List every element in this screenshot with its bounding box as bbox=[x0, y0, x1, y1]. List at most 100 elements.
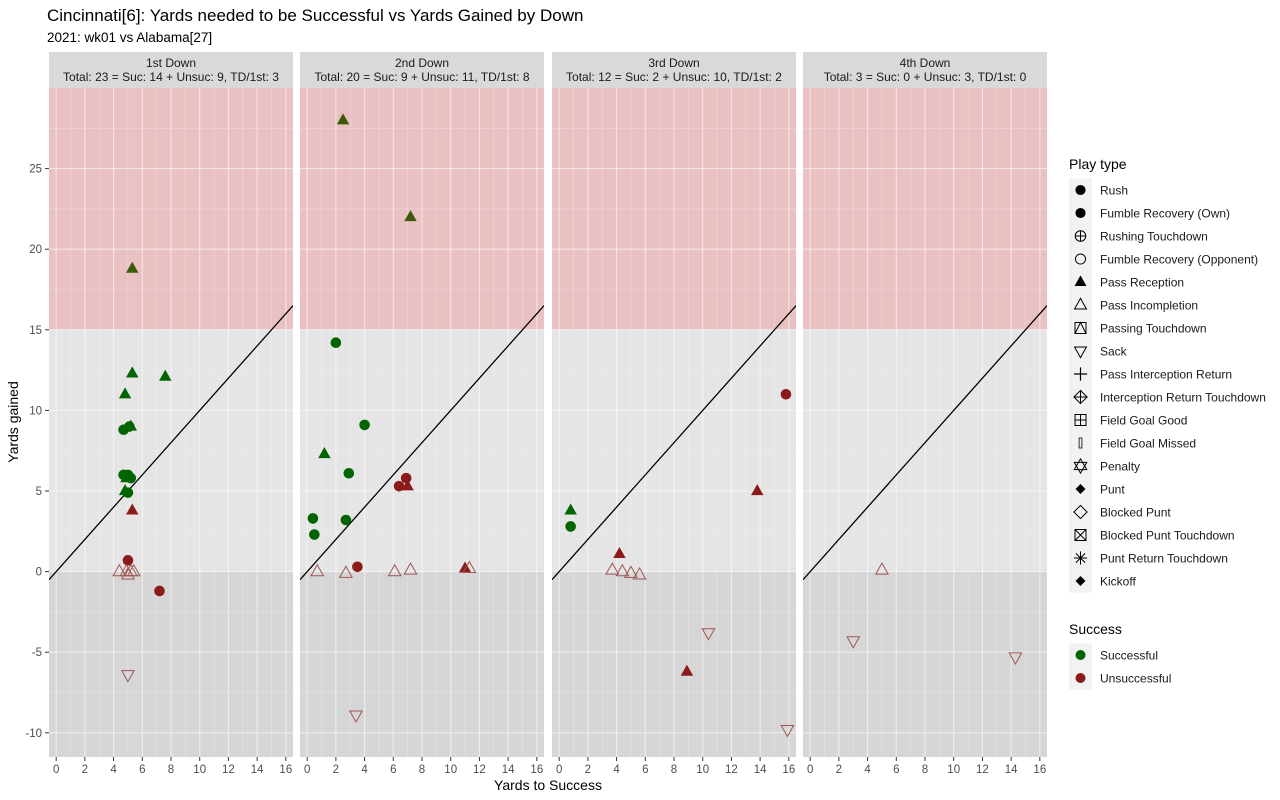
chart-subtitle: 2021: wk01 vs Alabama[27] bbox=[47, 30, 212, 45]
strip-background bbox=[552, 52, 796, 88]
y-tick-label: 10 bbox=[29, 405, 42, 417]
x-axis: 0 2 4 6 8 10 12 14 16 bbox=[53, 757, 292, 776]
legend-item-play-type: Interception Return Touchdown bbox=[1069, 385, 1266, 409]
data-point bbox=[348, 710, 364, 724]
legend-key-background bbox=[1069, 293, 1092, 317]
data-point bbox=[751, 484, 764, 496]
legend-item-play-type: Blocked Punt Touchdown bbox=[1069, 523, 1235, 547]
legend-item-play-type: Fumble Recovery (Own) bbox=[1069, 201, 1230, 225]
legend-item-success: Unsuccessful bbox=[1069, 666, 1171, 690]
legend-item-play-type: Punt Return Touchdown bbox=[1069, 546, 1228, 570]
data-point bbox=[632, 566, 647, 580]
data-point bbox=[403, 562, 418, 575]
data-point bbox=[126, 261, 139, 273]
x-tick-label: 14 bbox=[502, 764, 515, 776]
legend-label: Kickoff bbox=[1100, 575, 1136, 589]
y-tick-label: 20 bbox=[29, 244, 42, 256]
y-tick-label: 25 bbox=[29, 164, 42, 176]
data-points bbox=[112, 261, 172, 683]
x-tick-label: 12 bbox=[222, 764, 235, 776]
data-point bbox=[343, 467, 355, 479]
x-tick-label: 14 bbox=[251, 764, 264, 776]
legend-label: Field Goal Missed bbox=[1100, 437, 1196, 451]
y-tick-label: -10 bbox=[25, 728, 42, 740]
x-tick-label: 8 bbox=[419, 764, 425, 776]
data-point bbox=[780, 724, 795, 738]
data-point bbox=[120, 670, 136, 683]
legend-title-play-type: Play type bbox=[1069, 156, 1127, 172]
legend-color-dot-icon bbox=[1075, 673, 1086, 683]
strip-background bbox=[300, 52, 544, 88]
x-tick-label: 10 bbox=[193, 764, 206, 776]
x-tick-label: 16 bbox=[782, 764, 795, 776]
facet-summary: Total: 20 = Suc: 9 + Unsuc: 11, TD/1st: … bbox=[314, 70, 529, 84]
legend-key-background bbox=[1069, 316, 1092, 340]
chart-title: Cincinnati[6]: Yards needed to be Succes… bbox=[47, 6, 583, 25]
x-tick-label: 4 bbox=[613, 764, 620, 776]
data-point bbox=[318, 447, 331, 459]
legend-item-play-type: Pass Incompletion bbox=[1069, 293, 1198, 317]
data-point bbox=[780, 388, 792, 400]
grid-lines bbox=[300, 88, 544, 757]
data-point bbox=[352, 561, 363, 573]
x-tick-label: 16 bbox=[530, 764, 543, 776]
legend-filled-triangle-icon bbox=[1074, 275, 1087, 286]
x-tick-label: 0 bbox=[53, 764, 59, 776]
y-tick-label: -5 bbox=[32, 647, 42, 659]
data-point bbox=[462, 560, 477, 574]
legend-item-play-type: Kickoff bbox=[1069, 569, 1136, 593]
legend: Play type Rush Fumble Recovery (Own) Rushin… bbox=[1069, 156, 1266, 690]
legend-title-success: Success bbox=[1069, 621, 1122, 637]
x-tick-label: 2 bbox=[82, 764, 88, 776]
legend-square-triangle-icon bbox=[1074, 321, 1087, 334]
reference-line bbox=[552, 305, 796, 581]
data-point bbox=[338, 565, 353, 578]
x-tick-label: 14 bbox=[754, 764, 767, 776]
legend-thin-bar-icon bbox=[1078, 437, 1083, 449]
legend-item-play-type: Blocked Punt bbox=[1069, 500, 1171, 524]
legend-item-play-type: Penalty bbox=[1069, 454, 1140, 478]
legend-key-background bbox=[1069, 339, 1092, 363]
x-tick-label: 8 bbox=[671, 764, 677, 776]
legend-item-play-type: Passing Touchdown bbox=[1069, 316, 1207, 340]
legend-asterisk-icon bbox=[1073, 551, 1088, 565]
data-point bbox=[874, 562, 890, 575]
data-point bbox=[124, 419, 138, 431]
x-tick-label: 12 bbox=[473, 764, 486, 776]
legend-item-play-type: Field Goal Good bbox=[1069, 408, 1187, 432]
data-points bbox=[307, 113, 477, 724]
x-tick-label: 6 bbox=[893, 764, 899, 776]
legend-label: Interception Return Touchdown bbox=[1100, 391, 1266, 405]
legend-label: Fumble Recovery (Own) bbox=[1100, 207, 1230, 221]
data-point bbox=[605, 562, 620, 575]
y-tick-label: 15 bbox=[29, 325, 42, 337]
x-tick-label: 8 bbox=[168, 764, 174, 776]
data-point bbox=[623, 565, 639, 578]
data-point bbox=[307, 513, 319, 524]
x-tick-label: 0 bbox=[807, 764, 813, 776]
data-point bbox=[565, 521, 576, 532]
y-axis-title: Yards gained bbox=[5, 381, 21, 462]
data-point bbox=[118, 387, 132, 399]
data-point bbox=[120, 566, 136, 580]
legend-label: Field Goal Good bbox=[1100, 414, 1187, 428]
legend-filled-diamond-icon bbox=[1075, 484, 1086, 494]
legend-label: Pass Reception bbox=[1100, 276, 1184, 290]
data-points bbox=[564, 388, 795, 738]
facet-title: 3rd Down bbox=[648, 56, 699, 70]
x-tick-label: 10 bbox=[947, 764, 960, 776]
facet-title: 2nd Down bbox=[395, 56, 449, 70]
legend-label: Penalty bbox=[1100, 460, 1140, 474]
data-points bbox=[846, 562, 1023, 665]
data-point bbox=[564, 503, 577, 515]
reference-line bbox=[49, 305, 293, 581]
data-point bbox=[387, 563, 402, 577]
legend-filled-diamond-icon bbox=[1075, 576, 1086, 586]
legend-square-cross-icon bbox=[1074, 529, 1087, 541]
legend-item-success: Successful bbox=[1069, 643, 1158, 667]
data-point bbox=[330, 337, 342, 348]
facet-summary: Total: 12 = Suc: 2 + Unsuc: 10, TD/1st: … bbox=[566, 70, 782, 84]
legend-plus-icon bbox=[1073, 367, 1088, 381]
